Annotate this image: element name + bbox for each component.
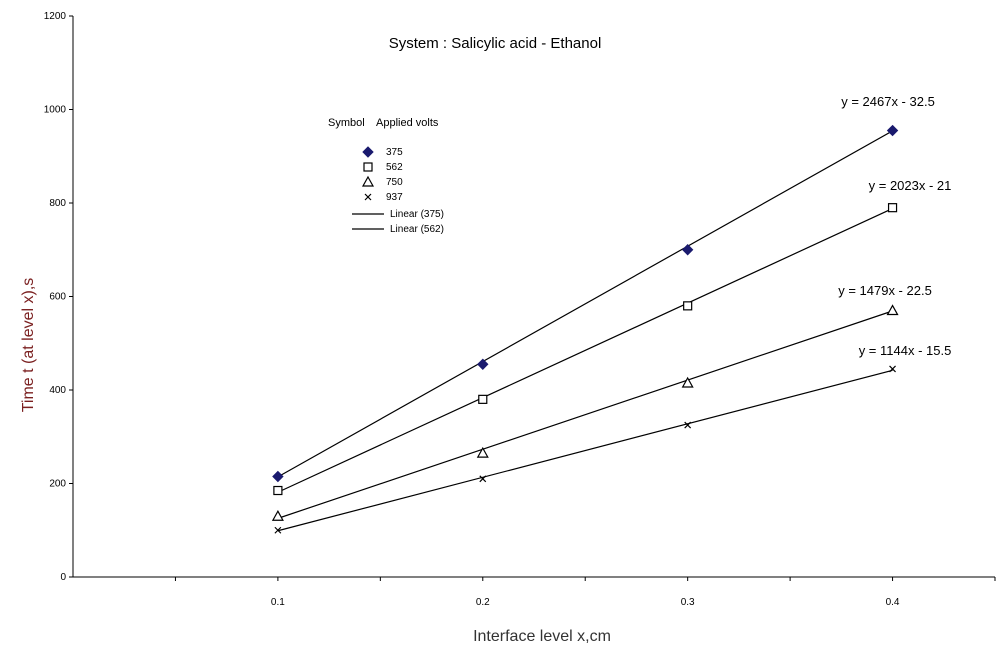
legend-header-volts: Applied volts: [376, 117, 439, 129]
legend-header-symbol: Symbol: [328, 117, 365, 129]
y-ticks: 0 200 400 600 800 1000 1200: [44, 11, 73, 583]
point-375: [886, 124, 899, 137]
point-562: [887, 203, 898, 213]
y-tick-label: 1000: [44, 105, 67, 116]
legend-marker-562: [363, 162, 373, 172]
point-375: [681, 244, 694, 256]
x-marker-stroke: [364, 193, 372, 201]
point-562: [273, 485, 283, 496]
x-tick-label: 0.2: [476, 597, 490, 608]
point-375: [272, 470, 284, 483]
y-axis-title: Time t (at level x),s: [20, 278, 37, 413]
legend-label: 937: [386, 192, 403, 203]
y-tick-label: 0: [60, 572, 66, 583]
y-tick-label: 200: [49, 479, 66, 490]
legend-label: 562: [386, 162, 403, 173]
x-marker-stroke: [479, 475, 487, 483]
point-562: [478, 394, 488, 404]
point-375: [477, 358, 489, 370]
equation-label: y = 2467x - 32.5: [841, 94, 935, 109]
trendline-375: [277, 130, 893, 478]
y-tick-label: 400: [49, 385, 66, 396]
point-750: [271, 509, 284, 521]
y-tick-label: 1200: [44, 11, 67, 22]
x-marker-stroke: [274, 526, 282, 534]
legend-marker-750: [361, 175, 375, 187]
x-marker-stroke: [889, 365, 896, 373]
trendline-937: [277, 369, 893, 532]
legend-marker-375: [362, 146, 374, 158]
x-marker-stroke: [684, 421, 692, 429]
y-tick-label: 800: [49, 198, 66, 209]
trendline-562: [277, 207, 893, 493]
equation-label: y = 1144x - 15.5: [859, 343, 952, 358]
point-750: [886, 304, 899, 316]
trendline-equations: y = 2467x - 32.5 y = 2023x - 21 y = 1479x …: [838, 94, 951, 358]
legend-label: Linear (375): [390, 209, 444, 220]
equation-label: y = 1479x - 22.5: [838, 283, 932, 298]
point-937: [274, 526, 282, 534]
x-tick-label: 0.1: [271, 597, 285, 608]
chart-title: System : Salicylic acid - Ethanol: [389, 35, 602, 52]
equation-label: y = 2023x - 21: [869, 178, 952, 193]
legend: Symbol Applied volts 375 562 750 937 Linear …: [328, 117, 444, 235]
x-axis-title: Interface level x,cm: [473, 628, 611, 645]
legend-marker-937: [364, 193, 372, 201]
point-750: [476, 446, 489, 458]
y-tick-label: 600: [49, 292, 66, 303]
point-937: [684, 421, 692, 429]
plot-area: 0.1 0.2 0.3 0.4 0 200 400 600 800 1000 1200 y = 2…: [44, 11, 996, 608]
point-750: [681, 376, 694, 388]
data-points: [271, 124, 899, 534]
point-937: [479, 475, 487, 483]
trendlines: [277, 130, 893, 532]
x-ticks: 0.1 0.2 0.3 0.4: [174, 577, 996, 608]
point-562: [683, 301, 693, 311]
legend-label: Linear (562): [390, 224, 444, 235]
x-tick-label: 0.4: [886, 597, 900, 608]
point-937: [889, 365, 896, 373]
legend-entries: 375 562 750 937 Linear (375) Linear (562): [352, 146, 444, 235]
trendline-750: [277, 310, 893, 519]
legend-label: 750: [386, 177, 403, 188]
x-tick-label: 0.3: [681, 597, 695, 608]
legend-label: 375: [386, 147, 403, 158]
